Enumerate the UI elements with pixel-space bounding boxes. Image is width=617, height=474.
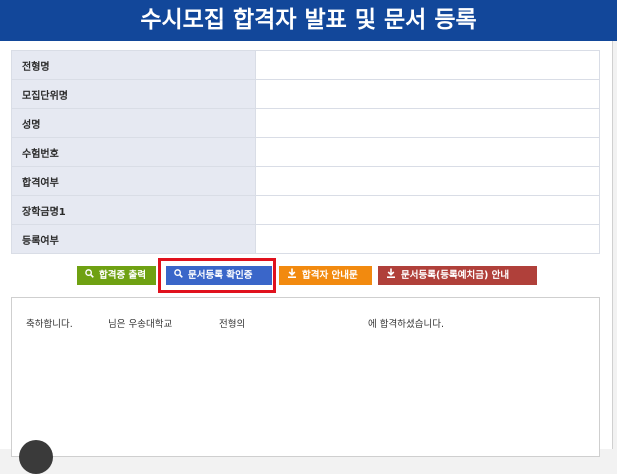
label-pass-status: 합격여부 (11, 166, 256, 196)
search-icon (174, 266, 183, 285)
label-scholarship: 장학금명1 (11, 195, 256, 225)
applicant-info-table: 전형명 모집단위명 성명 수험번호 합격여부 장학금명1 등록여부 (11, 50, 600, 254)
label-recruitment-unit: 모집단위명 (11, 79, 256, 109)
label-registration-status: 등록여부 (11, 224, 256, 254)
value-pass-status (255, 166, 600, 196)
table-row: 성명 (11, 108, 600, 138)
table-row: 모집단위명 (11, 79, 600, 109)
print-certificate-label: 합격증 출력 (99, 270, 147, 281)
passed-text: 에 합격하셨습니다. (368, 319, 444, 330)
table-row: 합격여부 (11, 166, 600, 196)
highlight-box (158, 258, 276, 293)
university-text: 님은 우송대학교 (108, 319, 173, 330)
table-row: 장학금명1 (11, 195, 600, 225)
action-buttons: 합격증 출력 문서등록 확인증 합격자 안내문 문서등록(등록예치금) 안내 (0, 266, 612, 286)
table-row: 전형명 (11, 50, 600, 80)
label-name: 성명 (11, 108, 256, 138)
doc-registration-guide-button[interactable]: 문서등록(등록예치금) 안내 (378, 266, 537, 285)
congrats-text: 축하합니다. (26, 319, 73, 330)
download-icon (386, 266, 396, 285)
track-text: 전형의 (219, 319, 246, 330)
admission-guide-button[interactable]: 합격자 안내문 (279, 266, 372, 285)
label-admission-track: 전형명 (11, 50, 256, 80)
doc-registration-confirm-button[interactable]: 문서등록 확인증 (166, 266, 272, 285)
table-row: 수험번호 (11, 137, 600, 167)
admission-guide-label: 합격자 안내문 (302, 270, 358, 281)
value-name (255, 108, 600, 138)
page-title: 수시모집 합격자 발표 및 문서 등록 (0, 0, 617, 41)
print-certificate-button[interactable]: 합격증 출력 (77, 266, 156, 285)
search-icon (85, 266, 94, 285)
floating-circle[interactable] (19, 440, 53, 474)
result-message-box (11, 297, 600, 457)
doc-registration-guide-label: 문서등록(등록예치금) 안내 (401, 270, 510, 281)
doc-registration-confirm-label: 문서등록 확인증 (188, 270, 253, 281)
value-scholarship (255, 195, 600, 225)
label-exam-number: 수험번호 (11, 137, 256, 167)
value-registration-status (255, 224, 600, 254)
value-exam-number (255, 137, 600, 167)
value-recruitment-unit (255, 79, 600, 109)
value-admission-track (255, 50, 600, 80)
table-row: 등록여부 (11, 224, 600, 254)
download-icon (287, 266, 297, 285)
